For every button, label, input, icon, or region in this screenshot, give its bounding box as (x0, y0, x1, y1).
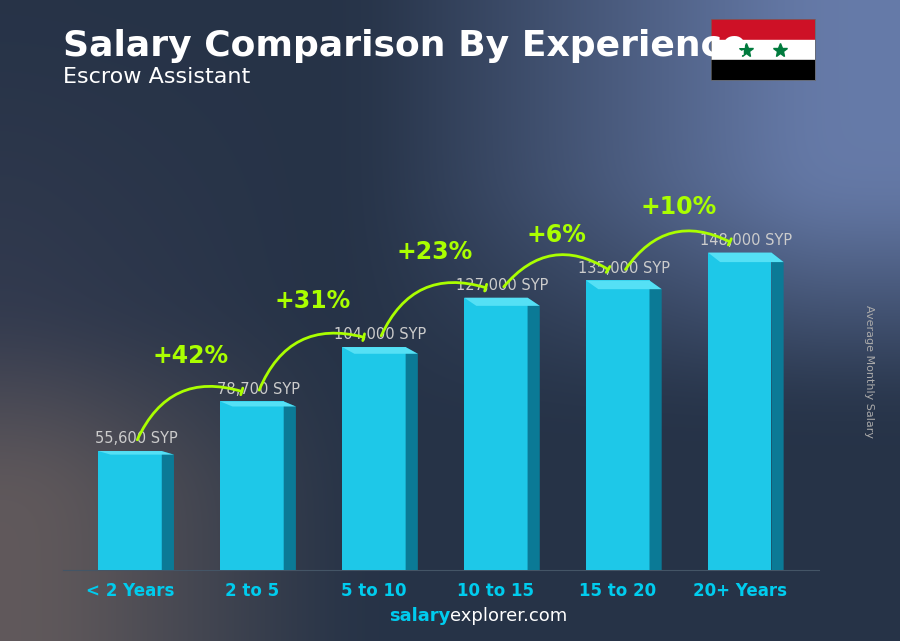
Polygon shape (220, 401, 296, 406)
Text: +23%: +23% (397, 240, 473, 264)
Polygon shape (464, 297, 540, 306)
Polygon shape (342, 347, 418, 354)
Polygon shape (162, 451, 174, 570)
Text: 135,000 SYP: 135,000 SYP (578, 261, 670, 276)
Bar (711, 19, 814, 40)
Text: Escrow Assistant: Escrow Assistant (63, 67, 250, 87)
Bar (98, 451, 162, 570)
Text: 55,600 SYP: 55,600 SYP (94, 431, 177, 446)
Text: +31%: +31% (274, 289, 351, 313)
Text: +6%: +6% (526, 222, 587, 247)
Text: +10%: +10% (641, 195, 717, 219)
Text: 127,000 SYP: 127,000 SYP (455, 278, 548, 293)
Text: salary: salary (389, 607, 450, 625)
Polygon shape (586, 281, 662, 289)
Bar (586, 281, 650, 570)
Polygon shape (406, 347, 418, 570)
Text: 104,000 SYP: 104,000 SYP (334, 328, 427, 342)
Polygon shape (708, 253, 784, 262)
Bar (711, 60, 814, 80)
Bar (342, 347, 406, 570)
Text: +42%: +42% (153, 344, 230, 368)
Polygon shape (771, 253, 784, 570)
Text: Average Monthly Salary: Average Monthly Salary (863, 305, 874, 438)
Polygon shape (98, 451, 174, 454)
Polygon shape (527, 297, 540, 570)
Polygon shape (650, 281, 662, 570)
Text: explorer.com: explorer.com (450, 607, 567, 625)
Bar (220, 401, 284, 570)
Polygon shape (284, 401, 296, 570)
Bar (711, 40, 814, 60)
Text: 148,000 SYP: 148,000 SYP (700, 233, 792, 248)
Bar (464, 297, 527, 570)
Bar (708, 253, 771, 570)
Text: 78,700 SYP: 78,700 SYP (217, 381, 300, 397)
Text: Salary Comparison By Experience: Salary Comparison By Experience (63, 29, 746, 63)
